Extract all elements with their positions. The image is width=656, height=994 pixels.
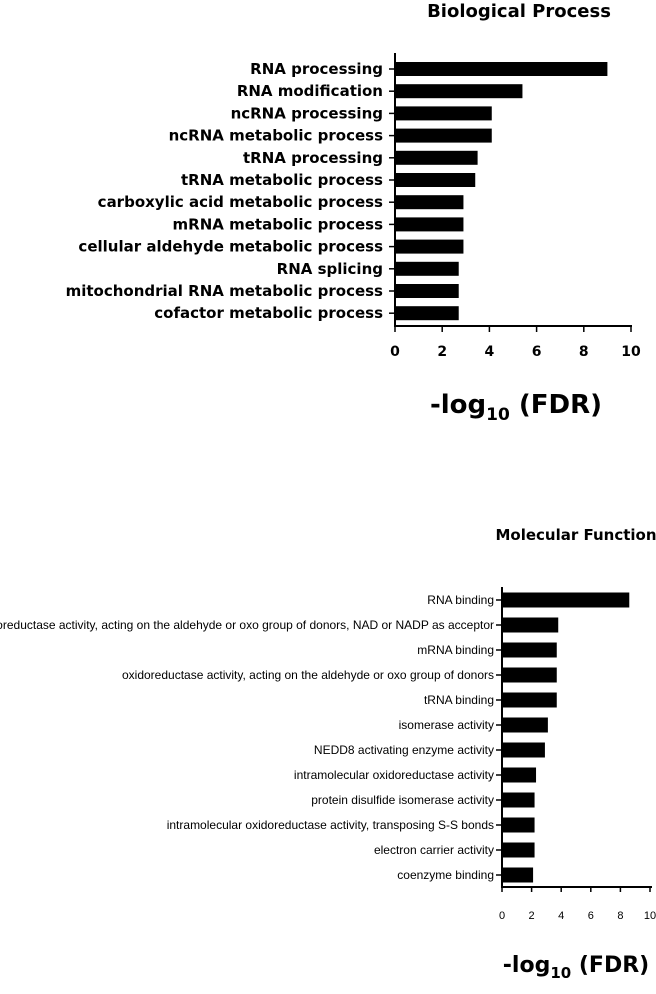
bp-x-ticks: 0 2 4 6 8 10 (390, 326, 641, 360)
mf-category-labels: RNA binding oxidoreductase activity, acti… (0, 593, 502, 882)
biological-process-chart: Biological Process RNA processing RNA mod… (66, 1, 641, 425)
mf-x-tick-label-3: 6 (588, 910, 594, 922)
mf-bar-10 (502, 842, 535, 858)
mf-category-label-4: tRNA binding (424, 693, 494, 707)
mf-category-label-2: mRNA binding (417, 643, 494, 657)
mf-bar-1 (502, 617, 559, 633)
mf-bar-7 (502, 767, 537, 783)
mf-category-label-10: electron carrier activity (374, 843, 494, 857)
mf-x-tick-label-5: 10 (644, 910, 656, 922)
bp-category-label-7: mRNA metabolic process (173, 215, 384, 233)
bp-category-label-2: ncRNA processing (231, 104, 383, 122)
bp-bar-8 (395, 239, 464, 254)
mf-x-tick-label-2: 4 (558, 910, 564, 922)
mf-category-label-3: oxidoreductase activity, acting on the a… (122, 668, 494, 682)
bp-category-labels: RNA processing RNA modification ncRNA proc… (66, 60, 395, 322)
bp-bar-10 (395, 284, 459, 298)
bp-x-tick-label-1: 2 (437, 344, 447, 360)
bp-category-label-3: ncRNA metabolic process (169, 127, 383, 145)
bp-xlabel-sub: 10 (486, 405, 510, 425)
bp-xlabel-main: -log (430, 390, 486, 420)
mf-category-label-8: protein disulfide isomerase activity (311, 793, 494, 807)
bp-bar-0 (395, 62, 608, 76)
mf-x-tick-label-4: 8 (617, 910, 623, 922)
mf-bar-8 (502, 792, 535, 808)
bp-bar-11 (395, 306, 459, 321)
bp-x-tick-label-3: 6 (532, 344, 542, 360)
mf-bar-2 (502, 642, 557, 658)
bp-category-label-9: RNA splicing (277, 260, 383, 278)
mf-category-label-5: isomerase activity (399, 718, 494, 732)
bp-category-label-8: cellular aldehyde metabolic process (78, 238, 383, 256)
mf-bars (502, 592, 630, 883)
mf-bar-11 (502, 867, 534, 883)
bp-bar-3 (395, 128, 492, 143)
mf-bar-3 (502, 667, 557, 683)
mf-x-ticks: 0 2 4 6 8 10 (499, 887, 656, 922)
molecular-function-chart: Molecular Function RNA binding oxidoreduc… (0, 526, 656, 982)
mf-category-label-6: NEDD8 activating enzyme activity (314, 743, 494, 757)
bp-x-tick-label-2: 4 (485, 344, 495, 360)
bp-category-label-11: cofactor metabolic process (154, 304, 383, 322)
bp-bar-9 (395, 261, 459, 276)
bp-category-label-0: RNA processing (250, 60, 383, 78)
bp-category-label-1: RNA modification (237, 82, 383, 100)
bp-x-axis-label: -log10 (FDR) (430, 390, 602, 425)
bp-bar-1 (395, 84, 523, 99)
bp-bar-6 (395, 195, 464, 210)
bp-chart-title: Biological Process (427, 1, 611, 22)
bp-x-tick-label-0: 0 (390, 344, 400, 360)
mf-category-label-0: RNA binding (427, 593, 494, 607)
mf-x-tick-label-0: 0 (499, 910, 505, 922)
mf-xlabel-rest: (FDR) (571, 953, 649, 978)
mf-category-label-1: oxidoreductase activity, acting on the a… (0, 618, 494, 632)
bp-bar-4 (395, 150, 478, 165)
bp-xlabel-rest: (FDR) (510, 390, 602, 420)
bp-category-label-10: mitochondrial RNA metabolic process (66, 282, 383, 300)
mf-bar-0 (502, 592, 630, 608)
bp-category-label-4: tRNA processing (243, 149, 383, 167)
mf-bar-6 (502, 742, 545, 758)
mf-bar-9 (502, 817, 535, 833)
mf-category-label-11: coenzyme binding (397, 868, 494, 882)
mf-category-label-9: intramolecular oxidoreductase activity, … (167, 818, 494, 832)
mf-chart-title: Molecular Function (495, 526, 656, 544)
mf-bar-5 (502, 717, 548, 733)
mf-xlabel-sub: 10 (550, 964, 571, 982)
mf-bar-4 (502, 692, 557, 708)
mf-category-label-7: intramolecular oxidoreductase activity (294, 768, 494, 782)
mf-xlabel-main: -log (503, 953, 551, 978)
mf-x-axis-label: -log10 (FDR) (503, 953, 649, 982)
bp-bar-5 (395, 173, 476, 187)
bp-x-tick-label-4: 8 (579, 344, 589, 360)
bp-category-label-6: carboxylic acid metabolic process (98, 193, 383, 211)
bp-x-tick-label-5: 10 (621, 344, 641, 360)
mf-x-tick-label-1: 2 (529, 910, 535, 922)
bp-bars (395, 62, 608, 321)
bp-bar-7 (395, 217, 464, 232)
bp-category-label-5: tRNA metabolic process (181, 171, 383, 189)
bp-bar-2 (395, 106, 492, 121)
